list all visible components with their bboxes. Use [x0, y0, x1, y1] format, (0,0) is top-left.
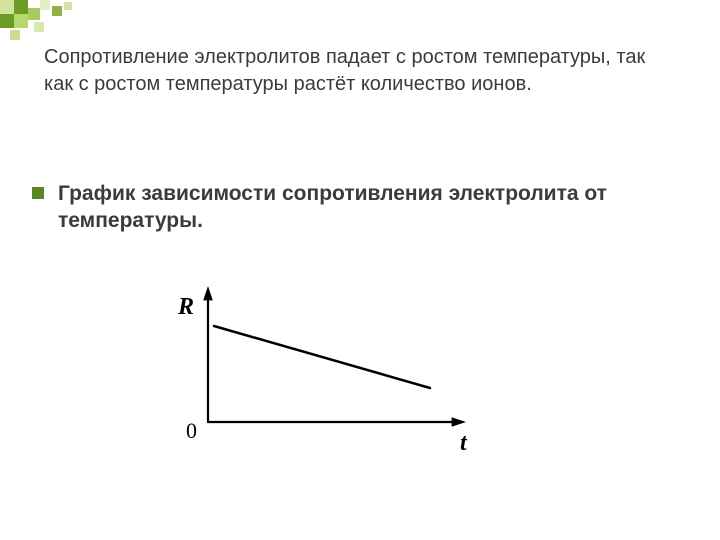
origin-label: 0: [186, 418, 197, 444]
bullet-text: График зависимости сопротивления электро…: [58, 180, 672, 235]
decoration-square: [40, 0, 50, 10]
decoration-square: [64, 2, 72, 10]
corner-decoration: [0, 0, 90, 44]
decoration-square: [0, 14, 14, 28]
decoration-square: [14, 0, 28, 14]
slide-title: Сопротивление электролитов падает с рост…: [44, 44, 664, 98]
decoration-square: [14, 14, 28, 28]
resistance-temperature-chart: R t 0: [160, 280, 490, 460]
decoration-square: [52, 6, 62, 16]
decoration-square: [34, 22, 44, 32]
x-axis-label: t: [460, 430, 467, 457]
bullet-item: График зависимости сопротивления электро…: [32, 180, 672, 235]
decoration-square: [10, 30, 20, 40]
chart-svg: [160, 280, 490, 460]
decoration-square: [28, 8, 40, 20]
y-axis-label: R: [178, 294, 194, 321]
decoration-square: [0, 0, 14, 14]
bullet-marker: [32, 187, 44, 199]
